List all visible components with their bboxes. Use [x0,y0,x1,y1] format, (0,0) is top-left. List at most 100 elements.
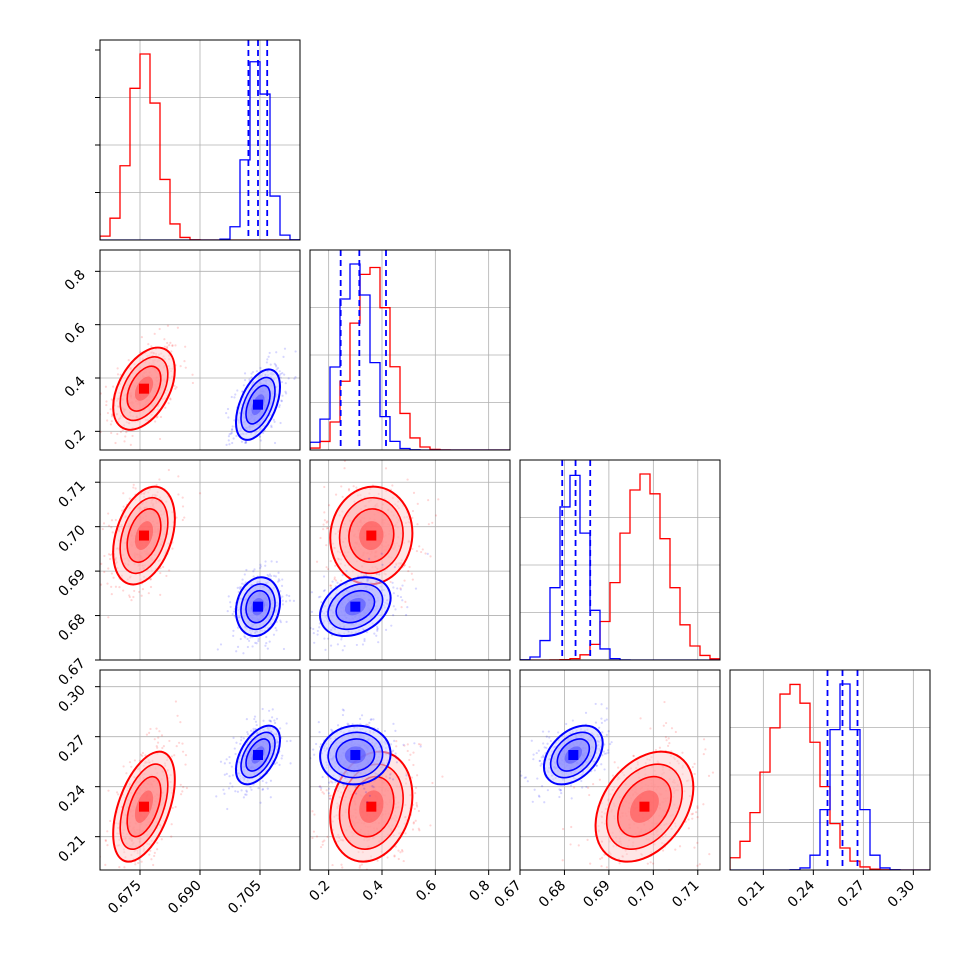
panel-layer-3-1 [301,708,444,897]
scatter-point [245,441,248,444]
scatter-point [301,777,303,779]
scatter-point [158,478,161,481]
scatter-point [600,703,603,706]
scatter-point [236,626,240,629]
scatter-point [662,724,665,727]
scatter-point [229,601,232,604]
scatter-point [618,862,621,865]
scatter-point [176,714,179,717]
scatter-point [181,496,184,499]
scatter-point [545,735,548,738]
scatter-point [114,441,117,445]
scatter-point [148,731,151,734]
scatter-point [340,895,342,897]
scatter-point [181,518,184,522]
scatter-point [328,794,331,797]
scatter-point [343,467,346,470]
scatter-point [285,722,288,725]
scatter-point [279,727,282,730]
scatter-point [667,737,670,740]
scatter-point [228,761,231,765]
scatter-point [322,528,325,531]
scatter-point [234,790,237,793]
scatter-point [242,737,245,740]
scatter-point [632,754,635,758]
scatter-point [601,754,604,757]
scatter-point [355,643,358,647]
scatter-point [340,863,343,866]
scatter-point [112,576,115,579]
scatter-point [172,872,174,874]
scatter-point [266,647,269,650]
scatter-point [246,733,250,736]
scatter-point [702,753,705,756]
scatter-point [181,790,184,793]
scatter-point [312,748,315,751]
scatter-point [233,747,236,750]
scatter-point [285,392,288,395]
scatter-point [109,423,113,426]
scatter-point [412,821,415,824]
scatter-point [600,865,603,868]
scatter-point [276,580,280,583]
panel-layer-2-0 [88,468,296,655]
scatter-point [105,400,108,403]
scatter-point [322,589,326,593]
scatter-point [171,344,174,348]
scatter-point [336,643,339,646]
scatter-point [395,740,398,743]
scatter-point [223,773,226,776]
scatter-point [658,746,662,749]
scatter-point [272,418,275,421]
scatter-point [254,641,257,644]
scatter-point [231,457,233,459]
scatter-point [123,440,126,443]
scatter-point [378,573,381,576]
scatter-point [169,398,172,401]
scatter-point [389,580,392,584]
scatter-point [107,567,110,570]
scatter-point [313,641,316,644]
hist-layer-0 [100,40,300,240]
scatter-point [182,785,185,789]
scatter-point [273,762,277,765]
density-peak [350,601,361,612]
scatter-point [275,351,278,354]
scatter-point [377,641,380,644]
scatter-point [149,585,153,589]
scatter-point [280,757,283,760]
scatter-point [600,856,604,859]
scatter-point [88,559,90,561]
scatter-point [156,741,160,744]
scatter-point [184,366,187,369]
scatter-point [331,781,334,784]
scatter-point [251,370,255,374]
density-peak [253,399,263,410]
scatter-point [227,595,230,598]
scatter-point [594,702,597,706]
scatter-point [243,441,247,444]
density-peak [139,530,149,541]
scatter-point [264,560,267,563]
scatter-point [253,715,257,718]
density-peak [139,383,149,394]
scatter-point [225,443,228,446]
histogram-series-1 [100,61,300,240]
scatter-point [598,778,601,781]
scatter-point [149,578,152,581]
scatter-point [270,574,273,578]
scatter-point [116,367,119,370]
scatter-point [225,758,228,761]
scatter-point [410,776,414,779]
scatter-point [323,519,326,522]
scatter-point [183,516,186,519]
scatter-point [241,390,244,393]
scatter-point [411,509,415,513]
scatter-point [341,495,344,498]
scatter-point [543,801,546,804]
scatter-point [226,807,229,811]
scatter-point [364,791,368,794]
scatter-point [289,739,292,742]
scatter-point [392,749,395,752]
scatter-point [278,579,281,582]
